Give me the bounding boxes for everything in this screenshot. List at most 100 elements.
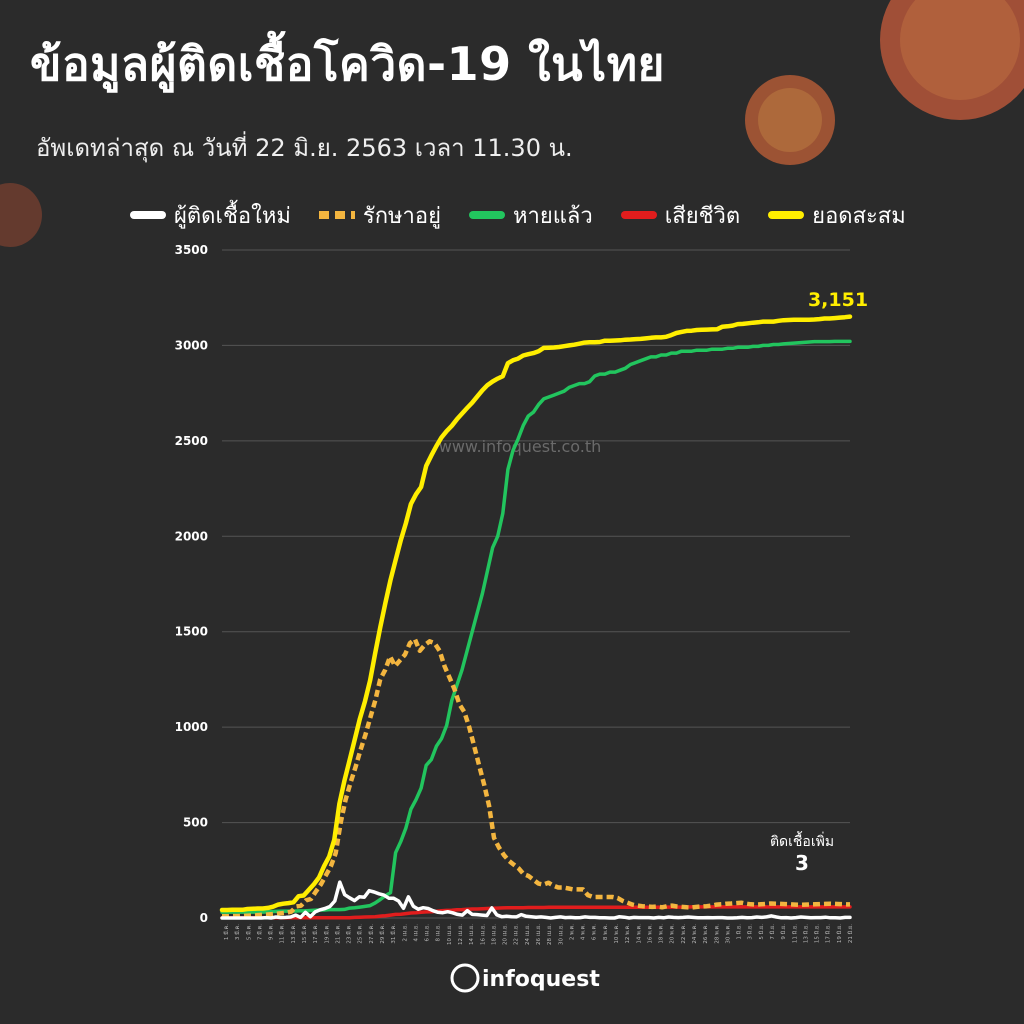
y-tick-label: 2000 bbox=[175, 529, 208, 543]
watermark-text: www.infoquest.co.th bbox=[439, 437, 602, 456]
series-line-deaths bbox=[220, 905, 852, 920]
legend-label-active: รักษาอยู่ bbox=[362, 203, 441, 229]
x-tick-label: 14 พ.ค. bbox=[636, 924, 642, 944]
legend-label-deaths: เสียชีวิต bbox=[664, 203, 741, 229]
y-tick-label: 3000 bbox=[175, 338, 208, 352]
x-tick-label: 17 มี.ค. bbox=[312, 924, 319, 944]
virus-illustration-top-right bbox=[745, 0, 1024, 165]
x-tick-label: 3 มิ.ย. bbox=[747, 924, 754, 940]
legend-label-new-cases: ผู้ติดเชื้อใหม่ bbox=[174, 203, 291, 229]
x-tick-label: 18 พ.ค. bbox=[659, 924, 665, 944]
x-tick-label: 1 มี.ค. bbox=[223, 924, 230, 940]
brand-logo-icon bbox=[450, 963, 480, 993]
y-tick-label: 0 bbox=[200, 911, 208, 925]
y-tick-label: 500 bbox=[183, 816, 208, 830]
x-tick-label: 15 มิ.ย. bbox=[814, 924, 821, 943]
x-tick-label: 17 มิ.ย. bbox=[825, 924, 832, 943]
series-line-active bbox=[222, 637, 851, 919]
y-axis: 0 500 1000 1500 2000 2500 3000 3500 bbox=[175, 243, 208, 925]
x-tick-label: 1 มิ.ย. bbox=[736, 924, 743, 940]
x-tick-label: 15 มี.ค. bbox=[301, 924, 308, 944]
y-tick-label: 2500 bbox=[175, 434, 208, 448]
x-tick-label: 8 เม.ย. bbox=[436, 924, 442, 942]
x-tick-label: 9 มิ.ย. bbox=[780, 924, 787, 940]
annotation-new-cases: ติดเชื้อเพิ่ม 3 bbox=[770, 831, 834, 875]
x-tick-label: 5 มี.ค. bbox=[245, 924, 252, 940]
x-tick-label: 22 เม.ย. bbox=[514, 924, 520, 945]
x-tick-label: 29 มี.ค. bbox=[379, 924, 386, 944]
x-tick-label: 14 เม.ย. bbox=[469, 924, 475, 945]
x-axis: 1 มี.ค. 3 มี.ค. 5 มี.ค. 7 มี.ค. 9 มี.ค. 11 มี… bbox=[223, 924, 854, 945]
last-updated-text: อัพเดทล่าสุด ณ วันที่ 22 มิ.ย. 2563 เวลา… bbox=[36, 134, 573, 162]
x-tick-label: 24 พ.ค. bbox=[692, 924, 698, 944]
brand-logo-text: infoquest bbox=[482, 967, 600, 992]
x-tick-label: 22 พ.ค. bbox=[681, 924, 687, 944]
annotation-total: 3,151 bbox=[808, 289, 868, 311]
virus-illustration-left bbox=[0, 183, 42, 247]
x-tick-label: 31 มี.ค. bbox=[390, 924, 397, 944]
y-tick-label: 3500 bbox=[175, 243, 208, 257]
brand-logo: infoquest bbox=[450, 963, 600, 993]
y-tick-label: 1500 bbox=[175, 625, 208, 639]
page-title: ข้อมูลผู้ติดเชื้อโควิด-19 ในไทย bbox=[30, 37, 665, 91]
x-tick-label: 20 พ.ค. bbox=[670, 924, 676, 944]
legend-item-active: รักษาอยู่ bbox=[318, 198, 441, 233]
legend-swatch-cumulative bbox=[768, 211, 805, 219]
x-tick-label: 24 เม.ย. bbox=[525, 924, 531, 945]
x-tick-label: 21 มี.ค. bbox=[334, 924, 341, 944]
x-tick-label: 13 มี.ค. bbox=[290, 924, 297, 944]
legend-swatch-active bbox=[318, 211, 355, 219]
x-tick-label: 30 เม.ย. bbox=[558, 924, 564, 945]
new-cases-annotation-value: 3 bbox=[795, 851, 809, 875]
x-tick-label: 7 มี.ค. bbox=[256, 924, 263, 940]
legend-label-cumulative: ยอดสะสม bbox=[812, 203, 906, 229]
x-tick-label: 30 พ.ค. bbox=[725, 924, 731, 944]
x-tick-label: 6 เม.ย. bbox=[425, 924, 431, 942]
x-tick-label: 26 พ.ค. bbox=[703, 924, 709, 944]
x-tick-label: 28 เม.ย. bbox=[547, 924, 553, 945]
legend-item-new-cases: ผู้ติดเชื้อใหม่ bbox=[130, 198, 291, 233]
chart-series bbox=[219, 314, 853, 920]
x-tick-label: 16 เม.ย. bbox=[480, 924, 486, 945]
total-cases-label: 3,151 bbox=[808, 289, 868, 311]
legend-item-recovered: หายแล้ว bbox=[468, 198, 593, 233]
chart-grid bbox=[222, 249, 850, 919]
x-tick-label: 19 มี.ค. bbox=[323, 924, 330, 944]
x-tick-label: 9 มี.ค. bbox=[268, 924, 275, 940]
x-tick-label: 2 พ.ค. bbox=[569, 924, 575, 940]
x-tick-label: 26 เม.ย. bbox=[536, 924, 542, 945]
series-line-new-cases bbox=[220, 880, 852, 920]
x-tick-label: 4 พ.ค. bbox=[581, 924, 587, 940]
x-tick-label: 23 มี.ค. bbox=[346, 924, 353, 944]
legend-label-recovered: หายแล้ว bbox=[512, 203, 593, 229]
x-tick-label: 12 เม.ย. bbox=[458, 924, 464, 945]
x-tick-label: 13 มิ.ย. bbox=[802, 924, 809, 943]
x-tick-label: 19 มิ.ย. bbox=[836, 924, 843, 943]
new-cases-annotation-label: ติดเชื้อเพิ่ม bbox=[770, 831, 834, 850]
legend-swatch-new-cases bbox=[130, 211, 166, 219]
series-line-recovered bbox=[220, 339, 852, 914]
x-tick-label: 18 เม.ย. bbox=[491, 924, 497, 945]
x-tick-label: 10 เม.ย. bbox=[447, 924, 453, 945]
x-tick-label: 10 พ.ค. bbox=[614, 924, 620, 944]
x-tick-label: 27 มี.ค. bbox=[368, 924, 375, 944]
series-line-cumulative bbox=[219, 314, 853, 913]
x-tick-label: 20 เม.ย. bbox=[503, 924, 509, 945]
legend-swatch-deaths bbox=[620, 211, 657, 219]
legend-item-deaths: เสียชีวิต bbox=[620, 198, 741, 233]
x-tick-label: 3 มี.ค. bbox=[234, 924, 241, 940]
x-tick-label: 11 มี.ค. bbox=[279, 924, 286, 944]
x-tick-label: 12 พ.ค. bbox=[625, 924, 631, 944]
x-tick-label: 2 เม.ย. bbox=[402, 924, 408, 942]
x-tick-label: 7 มิ.ย. bbox=[769, 924, 776, 940]
legend-swatch-recovered bbox=[468, 211, 505, 219]
x-tick-label: 16 พ.ค. bbox=[647, 924, 653, 944]
y-tick-label: 1000 bbox=[175, 720, 208, 734]
x-tick-label: 5 มิ.ย. bbox=[758, 924, 765, 940]
legend-item-cumulative: ยอดสะสม bbox=[768, 198, 906, 233]
x-tick-label: 4 เม.ย. bbox=[413, 924, 419, 942]
x-tick-label: 11 มิ.ย. bbox=[791, 924, 798, 943]
x-tick-label: 8 พ.ค. bbox=[603, 924, 609, 940]
x-tick-label: 6 พ.ค. bbox=[592, 924, 598, 940]
x-tick-label: 28 พ.ค. bbox=[714, 924, 720, 944]
